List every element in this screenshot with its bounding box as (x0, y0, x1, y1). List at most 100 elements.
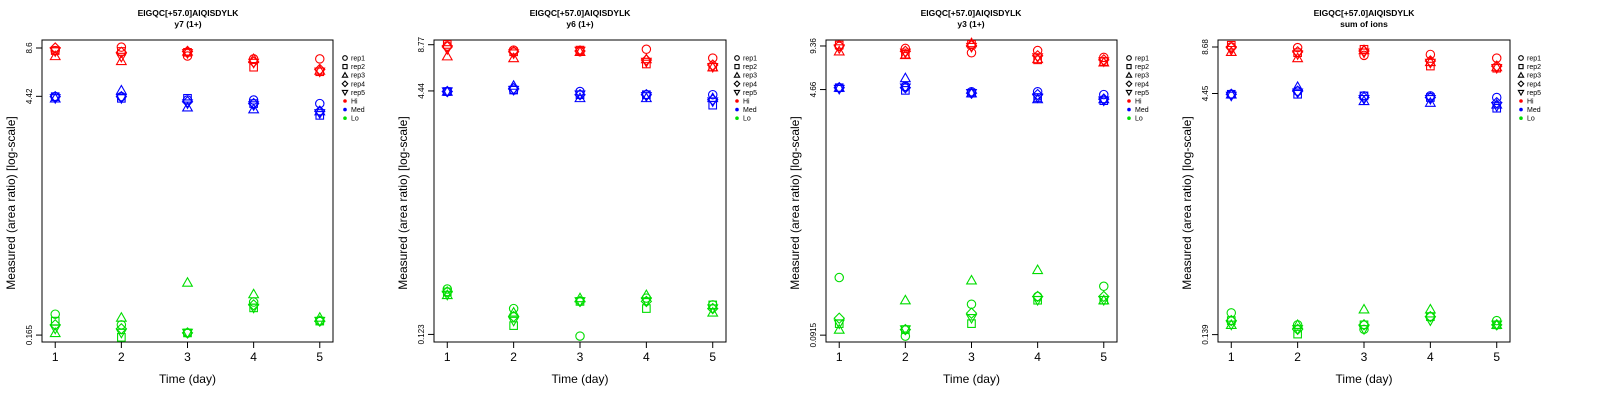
data-point-lo-rep1 (900, 331, 911, 341)
data-point-med-rep1 (1292, 86, 1303, 96)
legend-symbol-rep5 (1517, 89, 1525, 97)
x-tick-label: 4 (250, 350, 257, 364)
data-point-lo-rep5 (313, 316, 326, 328)
legend-label-med: Med (1135, 107, 1149, 114)
data-point-lo-rep3 (899, 294, 912, 305)
y-tick-label: 0.139 (1201, 324, 1210, 345)
data-point-med-rep2 (901, 86, 910, 95)
x-tick-label: 5 (316, 350, 323, 364)
data-point-med-rep3 (115, 84, 128, 95)
data-point-hi-rep1 (900, 43, 911, 54)
x-axis-label: Time (day) (159, 372, 216, 386)
data-point-med-rep3 (507, 79, 520, 90)
data-point-lo-rep5 (574, 297, 586, 308)
data-point-med-rep5 (1424, 95, 1437, 106)
data-point-lo-rep5 (1358, 325, 1370, 336)
legend-symbol-rep3 (733, 71, 741, 78)
data-point-hi-rep5 (1424, 58, 1437, 69)
data-point-hi-rep5 (640, 57, 653, 68)
data-point-lo-rep1 (50, 309, 60, 319)
x-tick-label: 3 (184, 350, 191, 364)
y-tick-label: 9.36 (809, 38, 818, 54)
data-point-lo-rep1 (834, 272, 844, 283)
data-point-hi-rep2 (1226, 40, 1236, 50)
x-tick-label: 5 (709, 350, 716, 364)
data-point-lo-rep3 (833, 323, 846, 334)
x-tick-label: 3 (1361, 350, 1368, 364)
data-point-hi-rep3 (833, 45, 846, 56)
legend-label-hi: Hi (743, 99, 750, 106)
data-point-hi-rep5 (1490, 64, 1503, 75)
legend-symbol-rep1 (1518, 55, 1524, 61)
data-point-med-rep3 (181, 101, 194, 112)
chart-subtitle: sum of ions (1340, 19, 1388, 29)
data-point-lo-rep3 (640, 288, 653, 300)
data-point-lo-rep2 (1226, 316, 1236, 325)
data-point-med-rep3 (313, 105, 326, 116)
data-point-lo-rep4 (965, 307, 978, 320)
x-tick-label: 1 (444, 350, 451, 364)
data-point-hi-rep5 (574, 46, 586, 57)
legend-symbol-lo (735, 116, 739, 120)
data-point-lo-rep1 (508, 303, 519, 314)
legend-label-rep3: rep3 (743, 73, 757, 80)
legend-symbol-lo (1519, 116, 1523, 120)
data-point-med-rep5 (115, 94, 128, 105)
x-axis-label: Time (day) (1336, 372, 1393, 386)
legend-label-rep3: rep3 (1527, 73, 1541, 80)
data-point-lo-rep4 (507, 310, 520, 323)
legend-label-rep2: rep2 (1135, 64, 1149, 71)
data-point-lo-rep4 (1358, 319, 1370, 331)
y-tick-label: 0.165 (25, 325, 34, 346)
data-point-med-rep5 (1031, 93, 1044, 104)
data-point-med-rep5 (507, 85, 520, 96)
data-point-hi-rep3 (441, 50, 454, 61)
data-point-med-rep1 (707, 89, 718, 100)
x-tick-label: 2 (902, 350, 909, 364)
data-point-lo-rep4 (247, 299, 260, 311)
legend-label-rep5: rep5 (743, 90, 757, 97)
data-point-hi-rep4 (49, 42, 62, 54)
data-point-med-rep3 (1291, 80, 1304, 91)
data-point-med-rep1 (315, 98, 325, 109)
plot-frame (825, 39, 1118, 343)
legend-symbol-med (1519, 107, 1523, 112)
data-point-hi-rep1 (1292, 42, 1303, 53)
data-point-lo-rep3 (1291, 318, 1304, 329)
data-point-hi-rep5 (1031, 53, 1044, 64)
data-point-med-rep5 (313, 109, 326, 120)
legend-symbol-rep2 (734, 63, 740, 70)
data-point-hi-rep3 (247, 52, 260, 64)
data-point-lo-rep3 (1225, 318, 1238, 329)
data-point-med-rep5 (1097, 96, 1110, 107)
plot-frame (41, 39, 334, 343)
data-point-med-rep3 (899, 72, 912, 83)
y-axis-label: Measured (area ratio) [log-scale] (4, 116, 18, 289)
x-tick-label: 2 (1294, 350, 1301, 364)
data-point-med-rep3 (247, 103, 260, 114)
legend-symbol-rep1 (342, 55, 348, 61)
data-point-lo-rep3 (1490, 318, 1503, 329)
data-point-med-rep5 (833, 84, 846, 95)
data-point-hi-rep5 (313, 67, 326, 78)
data-point-hi-rep3 (1291, 52, 1304, 63)
chart-subtitle: y7 (1+) (174, 19, 201, 29)
legend-symbol-med (343, 107, 347, 112)
data-point-lo-rep1 (116, 320, 127, 330)
data-point-lo-rep5 (833, 319, 846, 330)
legend-label-lo: Lo (351, 116, 359, 123)
data-point-hi-rep5 (1097, 57, 1110, 68)
y-tick-label: 4.42 (25, 88, 34, 104)
legend-label-rep5: rep5 (351, 90, 365, 97)
chart-subtitle: y6 (1+) (566, 19, 593, 29)
data-point-lo-rep3 (965, 274, 978, 285)
legend-label-hi: Hi (1135, 99, 1142, 106)
legend-symbol-rep4 (733, 80, 741, 88)
data-point-lo-rep5 (1097, 296, 1110, 307)
chart-subtitle: y3 (1+) (957, 19, 984, 29)
legend-label-rep2: rep2 (743, 64, 757, 71)
data-point-med-rep3 (441, 85, 454, 96)
legend-label-rep1: rep1 (1527, 56, 1541, 63)
data-point-lo-rep3 (1358, 303, 1370, 314)
